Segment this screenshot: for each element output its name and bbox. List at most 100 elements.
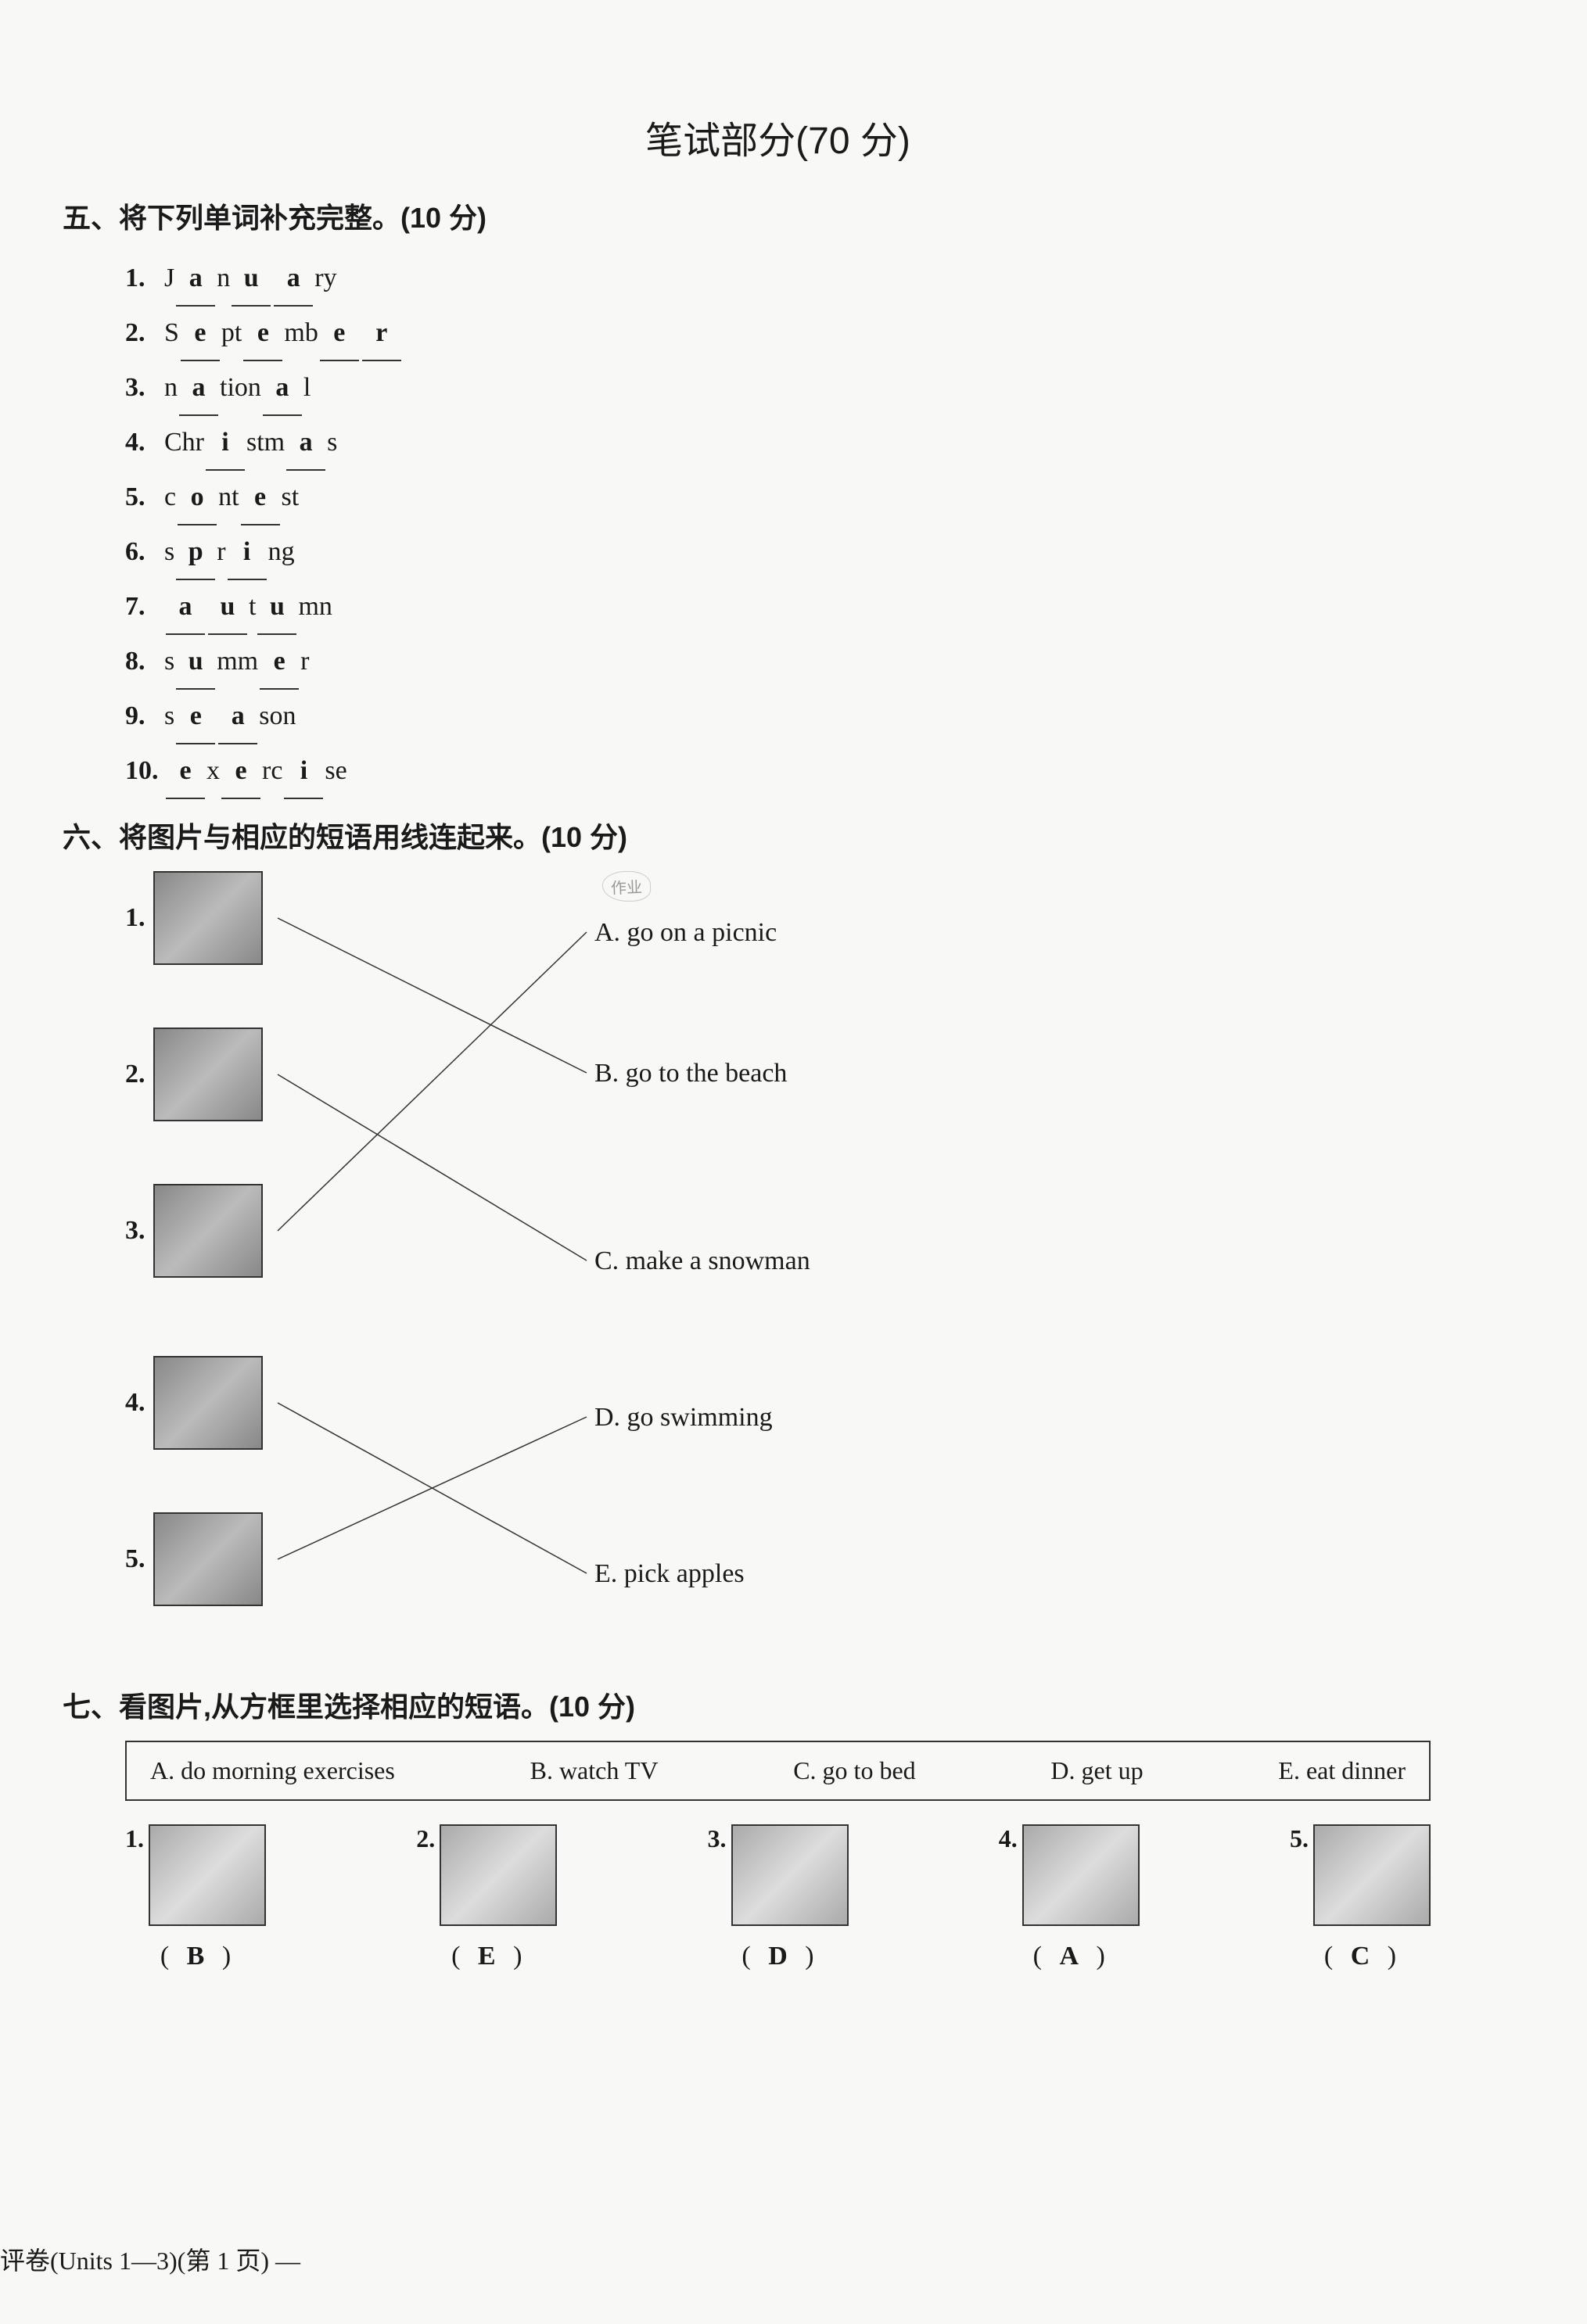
match-left-num: 5. bbox=[125, 1544, 145, 1574]
q7-num: 2. bbox=[416, 1824, 435, 1853]
word-blank: a bbox=[176, 252, 215, 307]
match-right-label: D. go swimming bbox=[594, 1403, 773, 1433]
match-line bbox=[278, 932, 587, 1231]
q7-item: 5. ( C ) bbox=[1290, 1824, 1431, 1971]
word-num: 9. bbox=[125, 690, 164, 743]
match-left-item: 4. bbox=[125, 1356, 263, 1450]
word-blank: a bbox=[263, 361, 302, 416]
word-blank: u bbox=[176, 635, 215, 690]
match-right-label: E. pick apples bbox=[594, 1559, 745, 1589]
paren-open: ( bbox=[1324, 1942, 1340, 1971]
option-label: D. get up bbox=[1050, 1756, 1143, 1785]
word-item: 1.January bbox=[125, 252, 1493, 307]
option-label: E. eat dinner bbox=[1278, 1756, 1406, 1785]
word-blank: u bbox=[257, 580, 296, 635]
match-left-item: 2. bbox=[125, 1028, 263, 1121]
paren-close: ) bbox=[799, 1942, 814, 1971]
match-left-item: 3. bbox=[125, 1184, 263, 1278]
option-label: C. go to bed bbox=[793, 1756, 915, 1785]
q7-answer-letter: A bbox=[1048, 1942, 1090, 1971]
word-blank: o bbox=[178, 471, 217, 525]
match-left-num: 1. bbox=[125, 903, 145, 933]
q7-num: 1. bbox=[125, 1824, 144, 1853]
q7-image-placeholder bbox=[149, 1824, 266, 1926]
match-line bbox=[278, 1417, 587, 1559]
word-fixed: ng bbox=[268, 537, 295, 566]
word-blank: r bbox=[362, 307, 401, 361]
q7-row: 1. ( B ) 2. ( E ) 3. ( D ) 4. ( A ) 5. ( C ) bbox=[125, 1824, 1431, 1971]
word-num: 3. bbox=[125, 361, 164, 414]
word-fixed: Chr bbox=[164, 428, 204, 457]
q7-image-placeholder bbox=[440, 1824, 557, 1926]
paren-close: ) bbox=[507, 1942, 522, 1971]
word-item: 7.autumn bbox=[125, 580, 1493, 635]
word-fixed: nt bbox=[218, 482, 239, 511]
q7-answer-letter: C bbox=[1340, 1942, 1381, 1971]
match-line bbox=[278, 1074, 587, 1261]
word-item: 5.contest bbox=[125, 471, 1493, 525]
word-blank: a bbox=[286, 416, 325, 471]
word-fixed: son bbox=[259, 701, 296, 730]
paren-open: ( bbox=[1033, 1942, 1049, 1971]
q7-num: 4. bbox=[999, 1824, 1018, 1853]
paren-close: ) bbox=[1381, 1942, 1396, 1971]
word-fixed: n bbox=[217, 264, 230, 292]
word-fixed: pt bbox=[221, 318, 242, 347]
word-blank: e bbox=[320, 307, 359, 361]
q7-answer-letter: E bbox=[467, 1942, 507, 1971]
match-container: 1. 2. 3. 4. 5. A. go on a picnic B. go to the … bbox=[125, 871, 1493, 1669]
word-fixed: l bbox=[303, 373, 311, 402]
q7-num: 5. bbox=[1290, 1824, 1309, 1853]
q7-answer: ( E ) bbox=[416, 1942, 557, 1971]
match-image-placeholder bbox=[153, 871, 263, 965]
word-blank: a bbox=[218, 690, 257, 744]
match-image-placeholder bbox=[153, 1356, 263, 1450]
word-fixed: c bbox=[164, 482, 176, 511]
match-left-num: 2. bbox=[125, 1060, 145, 1089]
word-fixed: s bbox=[327, 428, 337, 457]
q7-item: 4. ( A ) bbox=[999, 1824, 1140, 1971]
word-item: 6.spring bbox=[125, 525, 1493, 580]
word-fixed: tion bbox=[220, 373, 261, 402]
word-fixed: ry bbox=[314, 264, 336, 292]
q7-item: 2. ( E ) bbox=[416, 1824, 557, 1971]
word-num: 5. bbox=[125, 471, 164, 524]
word-fixed: n bbox=[164, 373, 178, 402]
match-left-item: 1. bbox=[125, 871, 263, 965]
match-image-placeholder bbox=[153, 1028, 263, 1121]
word-fixed: S bbox=[164, 318, 179, 347]
word-blank: a bbox=[274, 252, 313, 307]
match-left-num: 3. bbox=[125, 1216, 145, 1246]
word-blank: e bbox=[166, 744, 205, 799]
word-blank: e bbox=[241, 471, 280, 525]
word-fixed: s bbox=[164, 701, 174, 730]
q7-num: 3. bbox=[708, 1824, 727, 1853]
q7-image-placeholder bbox=[1313, 1824, 1431, 1926]
match-right-label: C. make a snowman bbox=[594, 1246, 810, 1276]
paren-close: ) bbox=[215, 1942, 231, 1971]
q7-answer: ( A ) bbox=[999, 1942, 1140, 1971]
q7-item: 3. ( D ) bbox=[708, 1824, 849, 1971]
q7-answer: ( B ) bbox=[125, 1942, 266, 1971]
q7-answer: ( D ) bbox=[708, 1942, 849, 1971]
word-blank: e bbox=[221, 744, 260, 799]
section5-heading: 五、将下列单词补充完整。(10 分) bbox=[63, 195, 1493, 236]
word-item: 3.national bbox=[125, 361, 1493, 416]
q7-image-placeholder bbox=[731, 1824, 849, 1926]
option-label: B. watch TV bbox=[530, 1756, 659, 1785]
paren-open: ( bbox=[451, 1942, 467, 1971]
word-blank: i bbox=[284, 744, 323, 799]
word-blank: a bbox=[179, 361, 218, 416]
word-blank: e bbox=[243, 307, 282, 361]
word-item: 9.season bbox=[125, 690, 1493, 744]
options-box: A. do morning exercisesB. watch TVC. go … bbox=[125, 1741, 1431, 1801]
word-item: 2.September bbox=[125, 307, 1493, 361]
match-right-label: A. go on a picnic bbox=[594, 918, 777, 948]
word-item: 4.Christmas bbox=[125, 416, 1493, 471]
match-right-label: B. go to the beach bbox=[594, 1059, 787, 1088]
word-fixed: rc bbox=[262, 756, 282, 785]
q7-image-placeholder bbox=[1022, 1824, 1140, 1926]
word-num: 10. bbox=[125, 744, 164, 798]
word-blank: u bbox=[208, 580, 247, 635]
match-left-num: 4. bbox=[125, 1388, 145, 1418]
